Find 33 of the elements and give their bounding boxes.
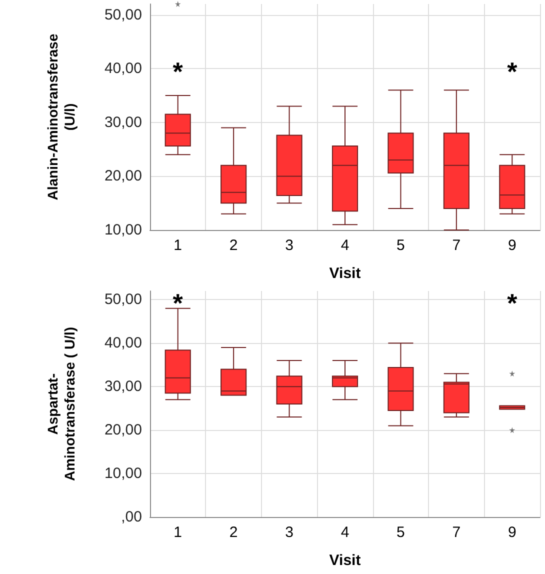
x-tick-label: 1 xyxy=(174,524,182,541)
y-axis-title: Alanin-Aminotransferase (U/l) xyxy=(44,34,78,200)
x-tick-label: 9 xyxy=(508,237,516,254)
x-tick-label: 1 xyxy=(174,237,182,254)
y-tick-label: 10,00 xyxy=(104,222,142,238)
x-tick-label: 5 xyxy=(396,237,405,254)
y-tick-label: 20,00 xyxy=(104,422,142,439)
x-tick-label: 3 xyxy=(285,524,294,541)
x-tick-label: 3 xyxy=(285,237,294,254)
annotation: * xyxy=(172,288,184,318)
y-tick-label: 30,00 xyxy=(104,114,142,131)
annotation: * xyxy=(507,288,518,318)
x-tick-label: 2 xyxy=(229,524,238,541)
x-axis-title: Visit xyxy=(329,552,361,569)
y-tick-label: 40,00 xyxy=(104,60,142,78)
x-axis-title: Visit xyxy=(329,265,361,282)
x-tick-label: 7 xyxy=(452,237,461,254)
y-tick-label: 40,00 xyxy=(104,334,142,352)
x-tick-label: 4 xyxy=(340,524,350,541)
y-tick-label: 20,00 xyxy=(104,168,142,185)
y-tick-label: 50,00 xyxy=(104,291,142,308)
x-tick-label: 9 xyxy=(508,524,516,541)
annotation: * xyxy=(172,56,184,86)
x-tick-label: 5 xyxy=(396,524,405,541)
y-tick-label: 30,00 xyxy=(104,378,142,396)
y-tick-label: 10,00 xyxy=(104,465,142,482)
y-axis-title: Aspartat- Aminotransferase ( U/l) xyxy=(44,326,78,482)
x-tick-label: 7 xyxy=(452,524,461,541)
x-tick-label: 4 xyxy=(340,237,350,254)
annotation: * xyxy=(507,56,518,86)
y-tick-label: 50,00 xyxy=(104,6,142,24)
y-tick-label: ,00 xyxy=(121,508,142,526)
x-tick-label: 2 xyxy=(229,237,238,254)
